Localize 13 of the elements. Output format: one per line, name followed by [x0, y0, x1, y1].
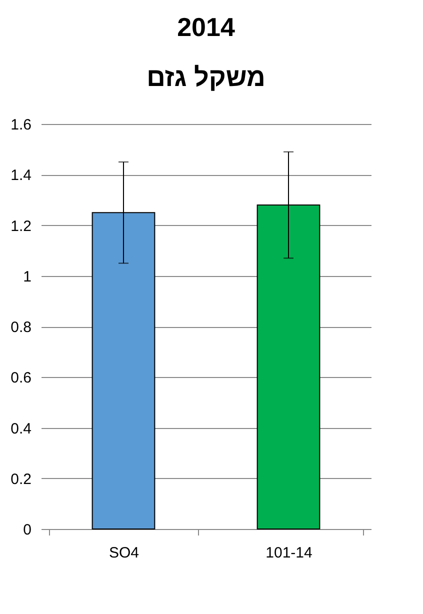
y-tick-label: 1.2 — [10, 218, 32, 235]
y-tick-label: 1 — [23, 268, 32, 286]
y-tick-label: 1.4 — [10, 167, 32, 184]
x-tick-label: 101-14 — [266, 544, 312, 562]
y-tick-label: 0 — [23, 522, 32, 538]
y-tick-label: 0.4 — [10, 420, 32, 438]
chart-subtitle: משקל גזם — [146, 62, 266, 92]
chart-title: 2014 — [177, 12, 236, 42]
y-tick-label: 0.6 — [10, 370, 32, 387]
x-tick-label: SO4 — [108, 544, 140, 562]
y-tick-label: 1.6 — [10, 116, 32, 134]
y-tick-label: 0.2 — [10, 470, 32, 488]
y-tick-label: 0.8 — [10, 319, 32, 336]
